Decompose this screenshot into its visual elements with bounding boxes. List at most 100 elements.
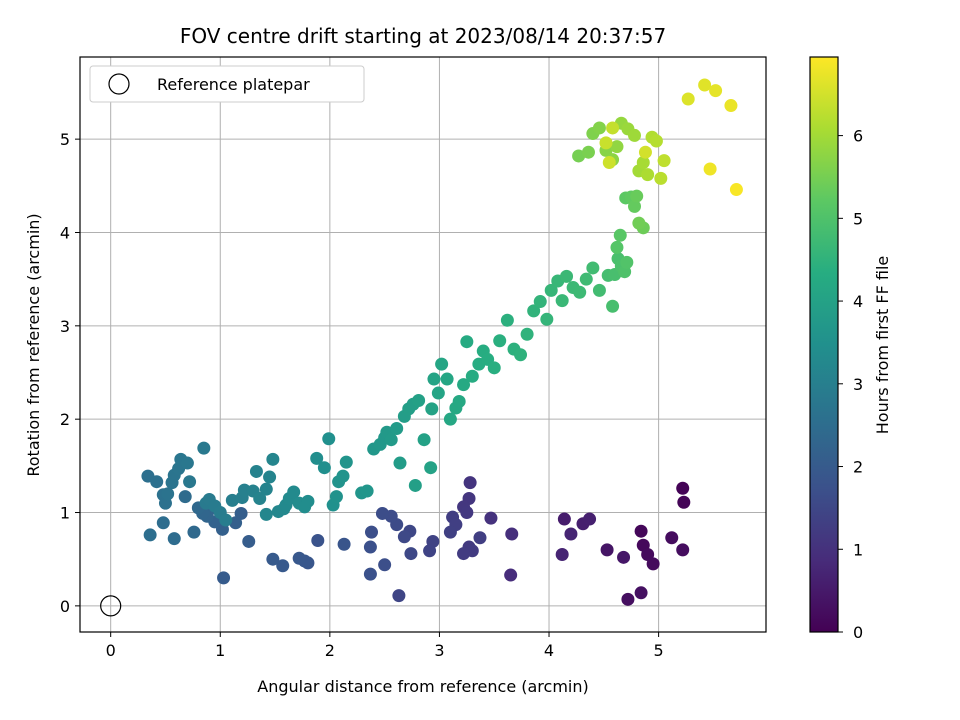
data-point [579, 272, 593, 286]
data-point [378, 558, 392, 572]
y-tick-label: 5 [60, 130, 70, 149]
colorbar-tick-label: 0 [853, 623, 863, 642]
data-point [557, 512, 571, 526]
colorbar-tick-label: 6 [853, 127, 863, 146]
data-point [183, 475, 197, 489]
data-point [634, 586, 648, 600]
data-point [187, 525, 201, 539]
colorbar-frame [809, 56, 839, 633]
data-point [654, 171, 668, 185]
data-point [412, 394, 426, 408]
data-point [150, 475, 164, 489]
y-tick-label: 4 [60, 223, 70, 242]
data-point [457, 378, 471, 392]
data-point [487, 361, 501, 375]
data-point [592, 121, 606, 135]
data-point [641, 168, 655, 182]
y-axis-ticks: 0 1 2 3 4 5 [60, 130, 80, 616]
y-tick-label: 3 [60, 317, 70, 336]
data-points [100, 78, 743, 617]
data-point [259, 482, 273, 496]
data-point [425, 402, 439, 416]
data-point [634, 524, 648, 538]
data-point [197, 441, 211, 455]
data-point [586, 261, 600, 275]
data-point [463, 476, 477, 490]
data-point [606, 299, 620, 313]
data-point [500, 313, 514, 327]
data-point [520, 327, 534, 341]
data-point [457, 547, 471, 561]
data-point [443, 412, 457, 426]
data-point [452, 394, 466, 408]
colorbar-tick-label: 5 [853, 209, 863, 228]
data-point [544, 283, 558, 297]
data-point [698, 78, 712, 92]
data-point [423, 544, 437, 558]
data-point [393, 456, 407, 470]
data-point [311, 534, 325, 548]
data-point [676, 481, 690, 495]
plot-frame [79, 56, 767, 633]
data-point [363, 540, 377, 554]
x-axis-ticks: 0 1 2 3 4 5 [106, 632, 664, 660]
data-point [259, 507, 273, 521]
data-point [533, 295, 547, 309]
x-tick-label: 4 [544, 641, 554, 660]
x-axis-label: Angular distance from reference (arcmin) [257, 677, 588, 696]
data-point [632, 216, 646, 230]
data-point [665, 531, 679, 545]
data-point [504, 568, 518, 582]
legend-marker-reference [108, 73, 130, 95]
chart-title: FOV centre drift starting at 2023/08/14 … [180, 24, 666, 48]
data-point [339, 455, 353, 469]
data-point [384, 433, 398, 447]
data-point [613, 228, 627, 242]
data-point [610, 140, 624, 154]
data-point [440, 372, 454, 386]
data-point [161, 487, 175, 501]
data-point [424, 461, 438, 475]
data-point [555, 548, 569, 562]
data-point [724, 99, 738, 113]
data-point [287, 485, 301, 499]
data-point [219, 513, 233, 527]
data-point [460, 335, 474, 349]
data-point [703, 162, 717, 176]
colorbar-tick-label: 1 [853, 540, 863, 559]
data-point [329, 490, 343, 504]
data-point [310, 451, 324, 465]
colorbar-ticks: 0 1 2 3 4 5 6 [838, 127, 863, 642]
data-point [364, 525, 378, 539]
data-point [677, 495, 691, 509]
data-point [627, 199, 641, 213]
data-point [560, 269, 574, 283]
data-point [621, 592, 635, 606]
data-point [602, 155, 616, 169]
y-tick-label: 2 [60, 410, 70, 429]
data-point [572, 149, 586, 163]
legend-label-reference: Reference platepar [157, 75, 310, 94]
data-point [301, 494, 315, 508]
colorbar-gradient [810, 57, 838, 632]
data-point [178, 490, 192, 504]
data-point [390, 422, 404, 436]
data-point [317, 461, 331, 475]
data-point [627, 128, 641, 142]
data-point [292, 551, 306, 565]
data-point [431, 386, 445, 400]
data-point [143, 528, 157, 542]
data-point [473, 531, 487, 545]
data-point [417, 433, 431, 447]
data-point [229, 516, 243, 530]
data-point [263, 470, 277, 484]
y-tick-label: 0 [60, 597, 70, 616]
data-point [581, 145, 595, 159]
data-point [729, 183, 743, 197]
data-point [681, 92, 695, 106]
data-point [709, 84, 723, 98]
data-point [657, 154, 671, 168]
grid-lines [80, 57, 766, 632]
data-point [505, 527, 519, 541]
